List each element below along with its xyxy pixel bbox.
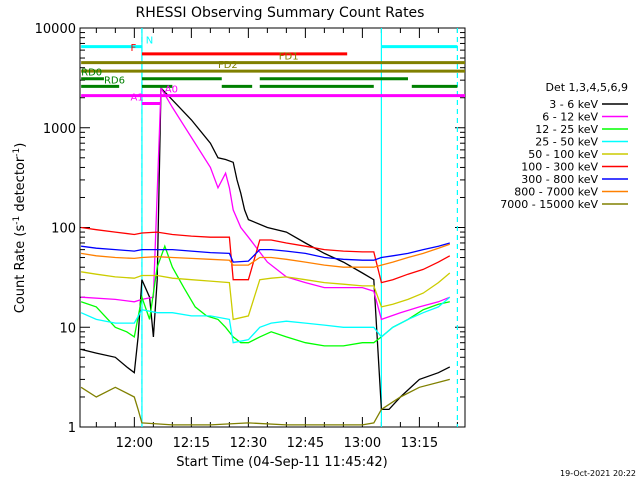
legend-title: Det 1,3,4,5,6,9 — [545, 81, 628, 94]
legend-label: 3 - 6 keV — [549, 98, 598, 111]
legend-label: 800 - 7000 keV — [514, 186, 598, 199]
x-tick-label: 12:30 — [230, 436, 267, 451]
legend-label: 25 - 50 keV — [535, 136, 598, 149]
flag-label: RD6 — [104, 75, 125, 86]
series-line — [80, 271, 451, 321]
x-tick-label: 12:00 — [116, 436, 153, 451]
flag-label: A0 — [165, 85, 178, 96]
flag-label: F — [131, 43, 137, 54]
series-line — [81, 226, 451, 284]
x-axis-label: Start Time (04-Sep-11 11:45:42) — [176, 455, 387, 470]
flag-label: FD2 — [218, 60, 238, 71]
legend-label: 300 - 800 keV — [521, 173, 598, 186]
series-line — [80, 244, 450, 347]
flag-label: RD0 — [81, 68, 102, 79]
legend-label: 12 - 25 keV — [535, 123, 598, 136]
y-tick-label: 10 — [59, 321, 76, 336]
series-line — [81, 85, 451, 321]
x-tick-label: 13:00 — [344, 436, 381, 451]
series-line — [80, 243, 451, 268]
flag-label: FD1 — [279, 52, 299, 63]
series-line — [80, 378, 450, 426]
flag-label: N — [146, 36, 153, 47]
y-axis-label: Count Rate (s-1 detector-1) — [12, 143, 28, 314]
x-tick-label: 12:15 — [173, 436, 210, 451]
data-series — [80, 85, 451, 426]
y-tick-label: 10000 — [35, 22, 76, 37]
legend-label: 100 - 300 keV — [521, 161, 598, 174]
y-axis-ticks: 1 10 100 1000 10000 — [35, 22, 465, 436]
series-line — [80, 296, 451, 344]
footer-date: 19-Oct-2021 20:22 — [560, 469, 636, 478]
y-tick-label: 1000 — [43, 122, 76, 137]
x-tick-label: 13:15 — [401, 436, 438, 451]
legend-label: 6 - 12 keV — [542, 111, 598, 124]
x-tick-label: 12:45 — [287, 436, 324, 451]
series-line — [81, 242, 450, 263]
chart-title: RHESSI Observing Summary Count Rates — [136, 5, 425, 21]
flag-label: A1 — [131, 93, 144, 104]
y-tick-label: 1 — [68, 421, 76, 436]
legend-label: 7000 - 15000 keV — [500, 198, 598, 211]
x-axis-ticks: 12:00 12:15 12:30 12:45 13:00 13:15 — [95, 28, 458, 451]
y-tick-label: 100 — [51, 222, 76, 237]
legend-label: 50 - 100 keV — [528, 148, 598, 161]
